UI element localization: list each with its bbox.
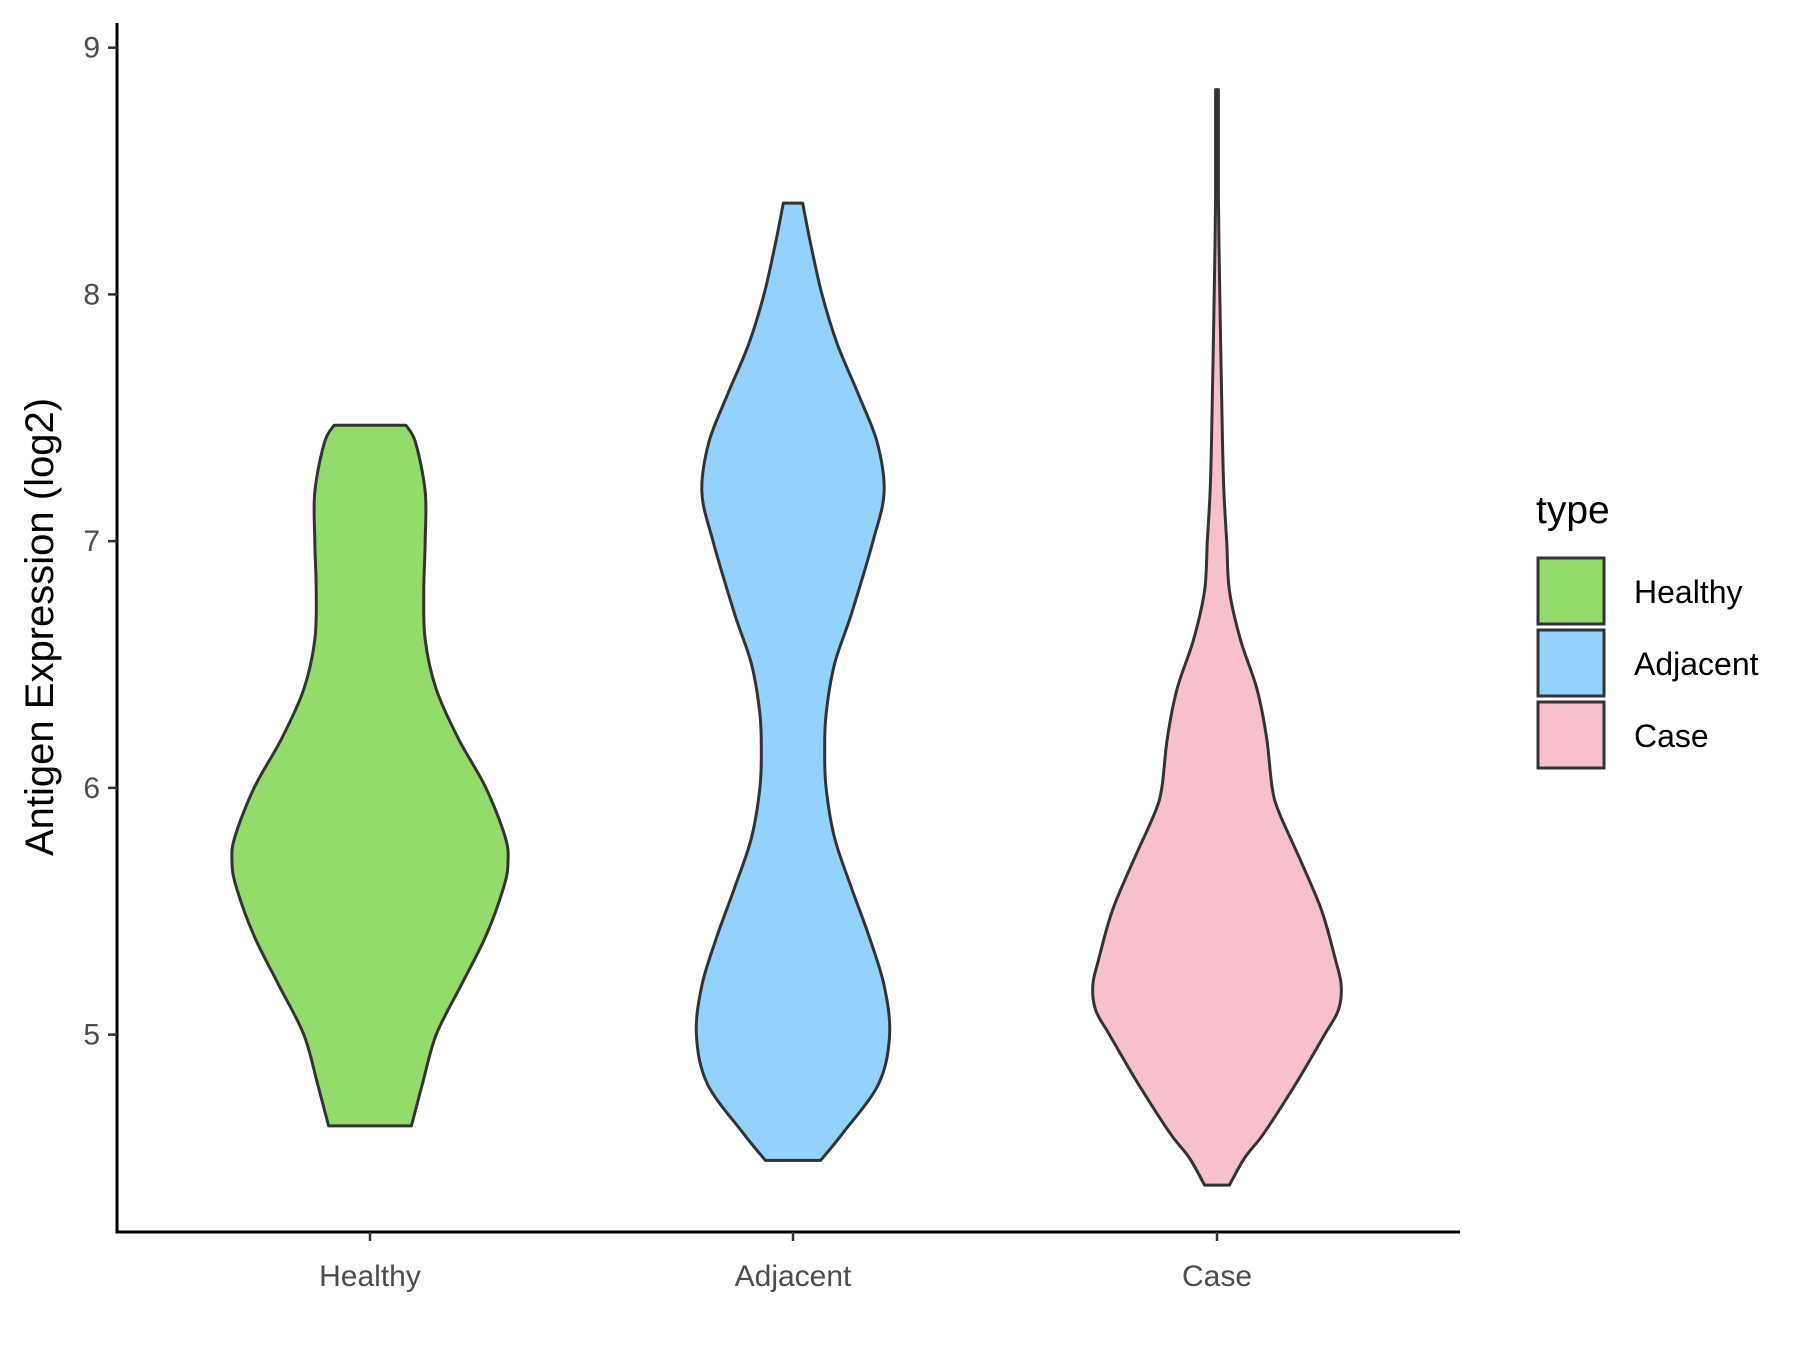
legend-swatch-adjacent <box>1536 628 1606 698</box>
y-tick-label: 7 <box>83 525 100 558</box>
legend: type Healthy Adjacent Case <box>1536 489 1759 770</box>
violins-layer <box>230 88 1343 1187</box>
violin-case <box>1091 88 1343 1187</box>
x-tick-label: Healthy <box>319 1260 421 1293</box>
x-ticks: Healthy Adjacent Case <box>319 1232 1252 1293</box>
x-tick-label: Adjacent <box>735 1260 852 1293</box>
x-tick-label: Case <box>1182 1260 1252 1293</box>
violin-adjacent <box>694 201 892 1162</box>
legend-label-healthy: Healthy <box>1634 574 1743 610</box>
legend-title: type <box>1536 489 1610 532</box>
y-tick-label: 9 <box>83 32 100 65</box>
legend-swatch-case <box>1536 700 1606 770</box>
y-tick-label: 6 <box>83 772 100 805</box>
violin-healthy <box>230 423 510 1128</box>
legend-label-adjacent: Adjacent <box>1634 646 1759 682</box>
y-axis-title: Antigen Expression (log2) <box>18 398 62 856</box>
y-ticks: 5 6 7 8 9 <box>83 32 117 1052</box>
y-tick-label: 8 <box>83 278 100 311</box>
legend-swatch-healthy <box>1536 556 1606 626</box>
legend-label-case: Case <box>1634 718 1709 754</box>
y-tick-label: 5 <box>83 1019 100 1052</box>
